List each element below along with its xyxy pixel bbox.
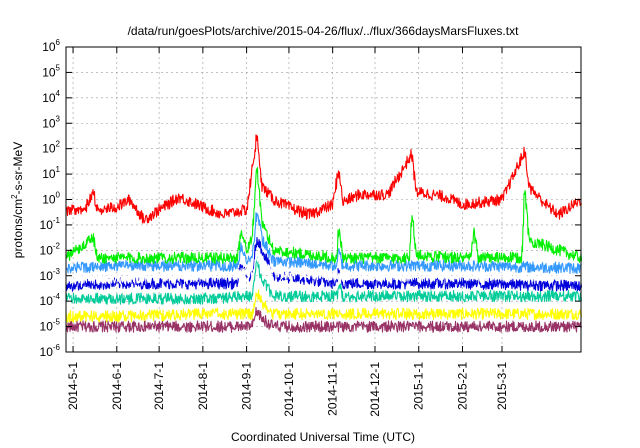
- chart-title: /data/run/goesPlots/archive/2015-04-26/f…: [128, 24, 520, 38]
- y-axis-label-sup: 2: [10, 194, 19, 199]
- y-tick-label: 106: [42, 38, 60, 54]
- x-axis-label: Coordinated Universal Time (UTC): [231, 430, 415, 444]
- x-tick-label: 2014-12-1: [368, 362, 382, 417]
- x-tick-label: 2015-3-1: [495, 362, 509, 410]
- y-axis-label-rest: -s-sr-MeV: [11, 142, 25, 195]
- x-tick-label: 2014-5-1: [66, 362, 80, 410]
- x-tick-label: 2014-11-1: [326, 362, 340, 416]
- x-tick-label: 2014-8-1: [196, 362, 210, 410]
- series-line: [65, 212, 582, 275]
- y-tick-label: 103: [42, 114, 60, 130]
- series-line: [65, 289, 583, 323]
- series-layer: [65, 134, 583, 333]
- y-axis-label-main: protons/cm: [11, 199, 25, 258]
- x-tick-label: 2014-9-1: [240, 362, 254, 410]
- x-axis: 2014-5-1 2014-6-1 2014-7-1 2014-8-1 2014-9-1…: [66, 47, 509, 417]
- y-tick-label: 102: [42, 140, 60, 156]
- x-tick-label: 2014-6-1: [110, 362, 124, 410]
- x-tick-label: 2014-7-1: [152, 362, 166, 410]
- y-axis: 10-6 10-5 10-4 10-3 10-2 10-1 100 101 102 103 104 1…: [40, 38, 581, 359]
- y-tick-label: 10-6: [40, 343, 61, 359]
- series-line: [65, 255, 583, 285]
- y-tick-label: 104: [42, 89, 60, 105]
- y-tick-label: 10-2: [40, 241, 61, 257]
- y-tick-label: 101: [42, 165, 60, 181]
- y-tick-label: 10-3: [40, 267, 61, 283]
- y-tick-label: 10-5: [40, 318, 61, 334]
- y-tick-label: 10-1: [40, 216, 61, 232]
- x-tick-label: 2015-2-1: [455, 362, 469, 410]
- y-tick-label: 10-4: [40, 292, 61, 308]
- y-axis-label: protons/cm2-s-sr-MeV: [10, 142, 25, 258]
- x-tick-label: 2015-1-1: [412, 362, 426, 410]
- series-line: [65, 237, 583, 292]
- series-line: [65, 256, 583, 305]
- y-tick-label: 100: [42, 191, 60, 207]
- x-tick-label: 2014-10-1: [282, 362, 296, 417]
- series-line: [65, 306, 583, 333]
- series-line: [65, 134, 582, 224]
- series-line: [65, 167, 583, 265]
- grid: [66, 47, 581, 352]
- y-tick-label: 105: [42, 63, 60, 79]
